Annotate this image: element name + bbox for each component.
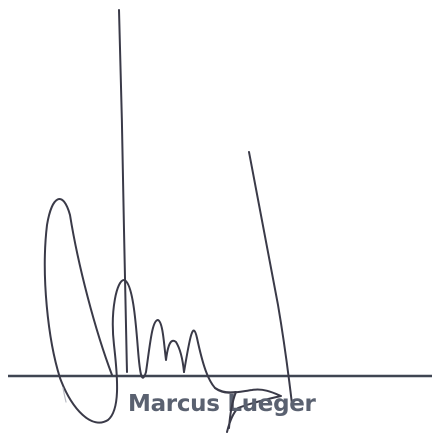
signature-stroke-loop <box>43 198 185 424</box>
signer-name: Marcus Lueger <box>128 391 316 417</box>
signature-stroke-tall <box>118 9 128 373</box>
signature-stroke-tail <box>183 329 282 433</box>
signature-stroke-right <box>248 151 293 405</box>
signature-stroke-mark <box>62 387 67 403</box>
